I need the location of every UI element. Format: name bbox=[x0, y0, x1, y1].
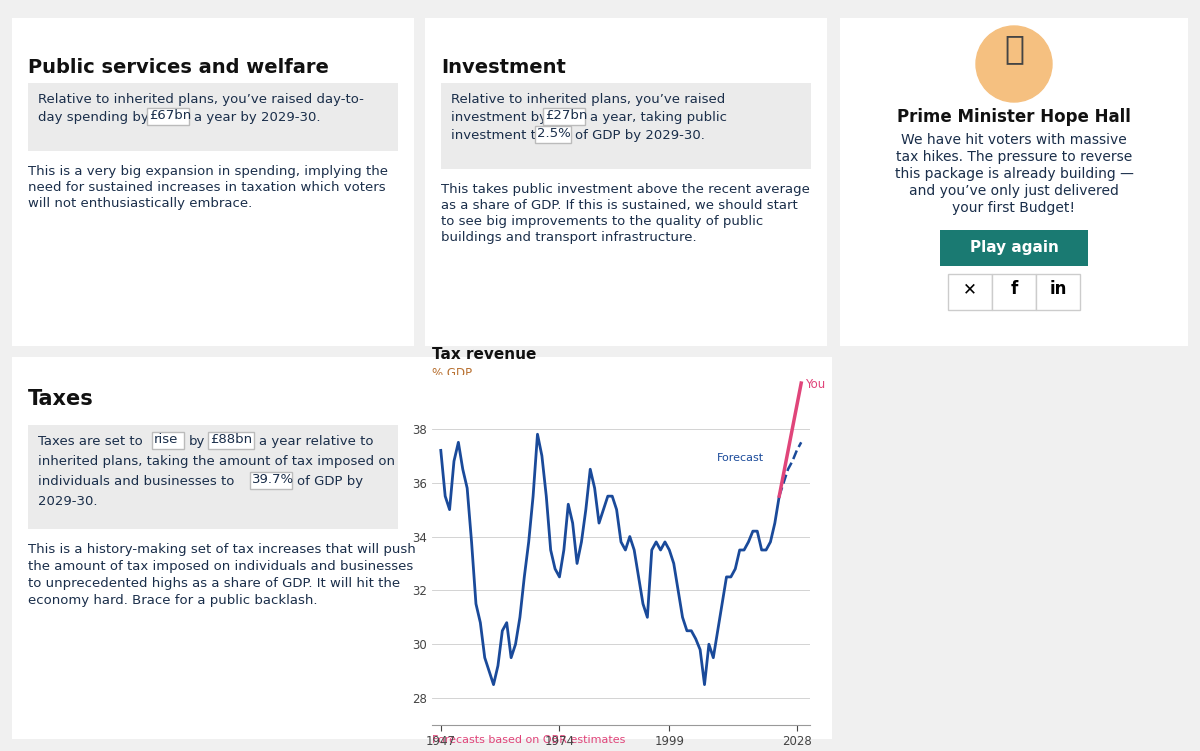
Text: 🧑: 🧑 bbox=[1004, 32, 1024, 65]
Text: inherited plans, taking the amount of tax imposed on: inherited plans, taking the amount of ta… bbox=[38, 455, 395, 468]
Text: by: by bbox=[190, 435, 205, 448]
Text: £67bn: £67bn bbox=[149, 109, 191, 122]
Text: economy hard. Brace for a public backlash.: economy hard. Brace for a public backlas… bbox=[28, 594, 318, 607]
Text: investment by: investment by bbox=[451, 111, 547, 124]
Bar bbox=[940, 230, 1088, 266]
Text: this package is already building —: this package is already building — bbox=[894, 167, 1134, 181]
Text: a year, taking public: a year, taking public bbox=[590, 111, 727, 124]
Text: and you’ve only just delivered: and you’ve only just delivered bbox=[910, 184, 1118, 198]
Text: Taxes are set to: Taxes are set to bbox=[38, 435, 143, 448]
Text: Prime Minister Hope Hall: Prime Minister Hope Hall bbox=[898, 108, 1130, 126]
Text: Relative to inherited plans, you’ve raised day-to-: Relative to inherited plans, you’ve rais… bbox=[38, 93, 364, 106]
Text: a year by 2029-30.: a year by 2029-30. bbox=[194, 111, 320, 124]
Bar bbox=[840, 18, 1188, 346]
Bar bbox=[535, 126, 571, 143]
Text: This takes public investment above the recent average: This takes public investment above the r… bbox=[442, 183, 810, 196]
Text: tax hikes. The pressure to reverse: tax hikes. The pressure to reverse bbox=[896, 150, 1132, 164]
Bar bbox=[542, 108, 586, 125]
Bar bbox=[425, 18, 827, 346]
Text: This is a very big expansion in spending, implying the: This is a very big expansion in spending… bbox=[28, 165, 388, 178]
Text: to see big improvements to the quality of public: to see big improvements to the quality o… bbox=[442, 215, 763, 228]
Bar bbox=[208, 432, 254, 449]
Bar bbox=[152, 432, 184, 449]
Bar bbox=[12, 357, 832, 739]
Text: 2029-30.: 2029-30. bbox=[38, 495, 97, 508]
Text: Relative to inherited plans, you’ve raised: Relative to inherited plans, you’ve rais… bbox=[451, 93, 725, 106]
Text: This is a history-making set of tax increases that will push: This is a history-making set of tax incr… bbox=[28, 543, 415, 556]
Text: of GDP by: of GDP by bbox=[298, 475, 364, 488]
Bar bbox=[1036, 274, 1080, 310]
Text: rise: rise bbox=[154, 433, 179, 446]
Text: 39.7%: 39.7% bbox=[252, 473, 294, 486]
Bar bbox=[250, 472, 292, 489]
Text: day spending by: day spending by bbox=[38, 111, 149, 124]
Bar bbox=[992, 274, 1036, 310]
Text: £88bn: £88bn bbox=[210, 433, 252, 446]
Text: We have hit voters with massive: We have hit voters with massive bbox=[901, 133, 1127, 147]
Text: Tax revenue: Tax revenue bbox=[432, 347, 536, 362]
Text: Public services and welfare: Public services and welfare bbox=[28, 58, 329, 77]
Text: will not enthusiastically embrace.: will not enthusiastically embrace. bbox=[28, 197, 252, 210]
Text: need for sustained increases in taxation which voters: need for sustained increases in taxation… bbox=[28, 181, 385, 194]
Text: buildings and transport infrastructure.: buildings and transport infrastructure. bbox=[442, 231, 697, 244]
Text: 2.5%: 2.5% bbox=[538, 127, 571, 140]
Text: Taxes: Taxes bbox=[28, 389, 94, 409]
Text: individuals and businesses to: individuals and businesses to bbox=[38, 475, 234, 488]
Text: You: You bbox=[805, 379, 824, 391]
Bar bbox=[12, 18, 414, 346]
Bar bbox=[442, 83, 811, 169]
Text: to unprecedented highs as a share of GDP. It will hit the: to unprecedented highs as a share of GDP… bbox=[28, 577, 400, 590]
Text: investment to: investment to bbox=[451, 129, 544, 142]
Bar bbox=[28, 83, 398, 151]
Text: ✕: ✕ bbox=[964, 280, 977, 298]
Text: as a share of GDP. If this is sustained, we should start: as a share of GDP. If this is sustained,… bbox=[442, 199, 798, 212]
Text: of GDP by 2029-30.: of GDP by 2029-30. bbox=[575, 129, 704, 142]
Text: Investment: Investment bbox=[442, 58, 566, 77]
Text: % GDP: % GDP bbox=[432, 367, 472, 380]
Text: a year relative to: a year relative to bbox=[259, 435, 373, 448]
Circle shape bbox=[976, 26, 1052, 102]
Text: Forecasts based on OBR estimates: Forecasts based on OBR estimates bbox=[432, 735, 625, 745]
Bar bbox=[148, 108, 190, 125]
Text: Forecast: Forecast bbox=[716, 453, 764, 463]
Text: in: in bbox=[1049, 280, 1067, 298]
Text: Play again: Play again bbox=[970, 240, 1058, 255]
Bar bbox=[948, 274, 992, 310]
Text: your first Budget!: your first Budget! bbox=[953, 201, 1075, 215]
Text: £27bn: £27bn bbox=[545, 109, 587, 122]
Text: the amount of tax imposed on individuals and businesses: the amount of tax imposed on individuals… bbox=[28, 560, 413, 573]
Bar bbox=[28, 425, 398, 529]
Text: f: f bbox=[1010, 280, 1018, 298]
